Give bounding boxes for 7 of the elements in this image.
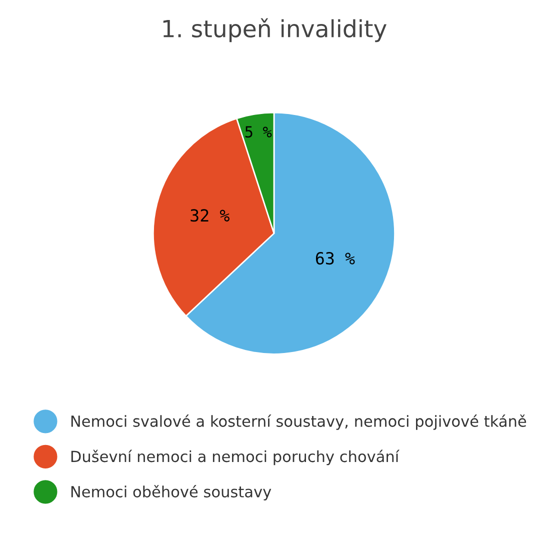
chart-title: 1. stupeň invalidity: [163, 18, 386, 42]
data-label: 63 %: [316, 252, 355, 265]
legend-label: Nemoci oběhové soustavy: [71, 485, 272, 500]
legend-label: Duševní nemoci a nemoci poruchy chování: [71, 450, 400, 466]
data-label: 5 %: [245, 126, 272, 138]
data-label: 32 %: [190, 209, 230, 222]
legend-label: Nemoci svalové a kosterní soustavy, nemoci pojivové tkáně: [71, 414, 526, 430]
